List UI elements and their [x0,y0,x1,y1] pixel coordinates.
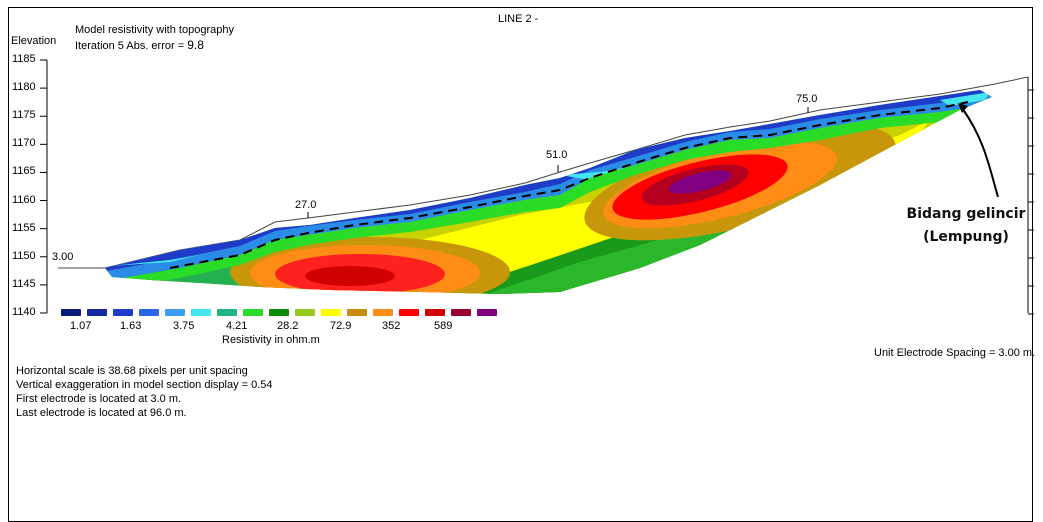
contour-green-band [105,104,992,292]
legend-swatch [321,309,341,316]
info-line: First electrode is located at 3.0 m. [16,393,182,405]
distance-label: 51.0 [546,149,568,161]
contour-cyan-patch [560,165,640,180]
left-axis-ticks [40,59,47,314]
distance-label: 75.0 [796,93,818,105]
slip-annotation: Bidang gelincir (Lempung) [895,203,1037,249]
elevation-tick-label: 1160 [12,193,36,206]
iteration-value: 9.8 [187,38,204,52]
contour-deepred-left [305,266,395,286]
legend-swatch [61,309,81,316]
line-title: LINE 2 - [498,13,539,25]
legend-swatch [87,309,107,316]
legend-title: Resistivity in ohm.m [222,334,320,346]
elevation-tick-label: 1175 [12,109,36,122]
legend-swatch [113,309,133,316]
distance-label: 27.0 [295,199,317,211]
slip-annotation-line2: (Lempung) [923,229,1009,245]
legend-value: 352 [382,320,401,332]
info-line: Horizontal scale is 38.68 pixels per uni… [16,365,248,377]
legend-value: 1.63 [120,320,142,332]
legend-swatch [399,309,419,316]
annotation-arrow-head [958,103,968,113]
legend-swatch [165,309,185,316]
legend-value: 28.2 [277,320,299,332]
legend-swatch [217,309,237,316]
legend-swatch [269,309,289,316]
slip-annotation-line1: Bidang gelincir [906,206,1026,222]
legend-swatch [347,309,367,316]
elevation-tick-label: 1185 [12,53,36,65]
elevation-tick-label: 1155 [12,221,36,234]
elevation-tick-label: 1145 [12,277,36,290]
elevation-tick-label: 1165 [12,165,36,178]
legend-value: 1.07 [70,320,92,332]
right-axis-ticks [1028,89,1034,315]
legend-swatch [425,309,445,316]
iteration-label: Iteration 5 Abs. error = [75,40,188,52]
elevation-tick-label: 1170 [12,137,36,150]
slip-surface-line [169,101,969,269]
iteration-text: Iteration 5 Abs. error = 9.8 [75,38,204,52]
elevation-tick-label: 1140 [12,306,36,318]
legend-swatch [451,309,471,316]
legend-swatch [191,309,211,316]
electrode-spacing: Unit Electrode Spacing = 3.00 m. [874,347,1036,359]
legend-value: 3.75 [173,320,195,332]
contour-purple-right [668,170,732,194]
legend-swatch [139,309,159,316]
resistivity-contours [105,90,992,294]
elevation-axis-label: Elevation [11,35,57,47]
legend-swatch [243,309,263,316]
model-title: Model resistivity with topography [75,24,234,36]
legend-swatch [373,309,393,316]
legend-swatch [295,309,315,316]
info-line: Last electrode is located at 96.0 m. [16,407,187,419]
info-line: Vertical exaggeration in model section d… [16,379,273,391]
annotation-arrow-line [961,107,999,198]
distance-label: 3.00 [52,251,74,263]
elevation-tick-label: 1180 [12,81,36,94]
legend-swatch [477,309,497,316]
elevation-tick-label: 1150 [12,249,36,262]
contour-cyan-patch [940,92,990,106]
legend-swatches [61,309,497,316]
legend-value: 589 [434,320,453,332]
legend-value: 4.21 [226,320,248,332]
legend-value: 72.9 [330,320,352,332]
